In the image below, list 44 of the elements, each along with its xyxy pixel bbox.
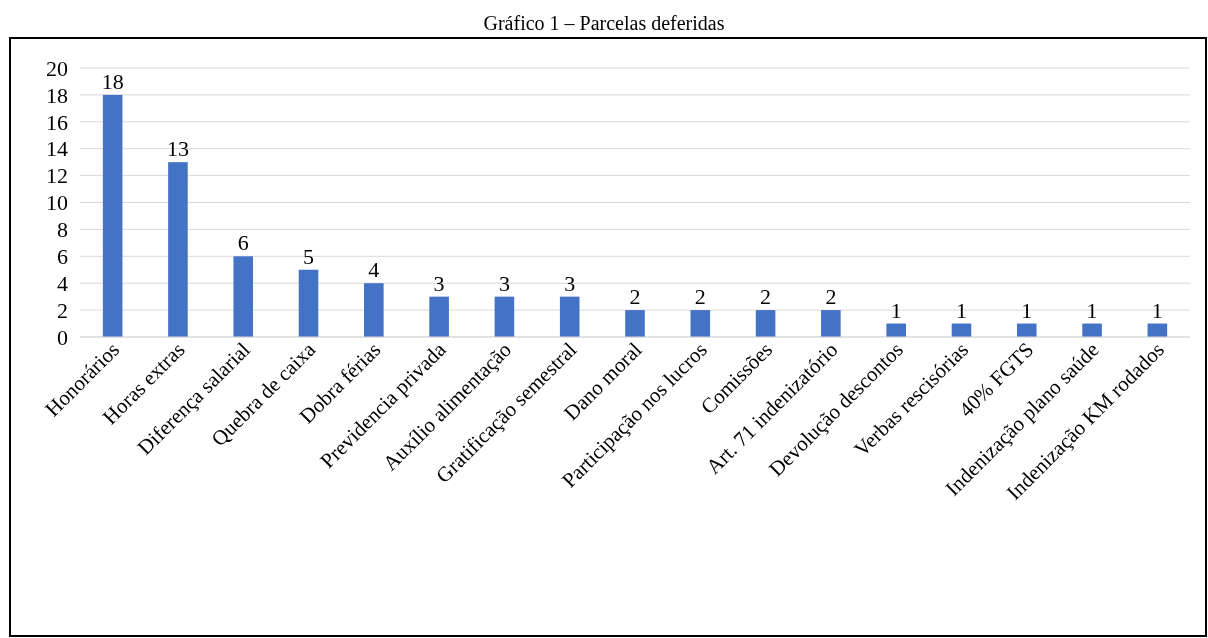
bar [559, 296, 580, 337]
bar [1082, 323, 1102, 337]
data-label: 2 [760, 284, 772, 310]
data-label: 1 [1021, 297, 1033, 323]
bar [364, 283, 384, 337]
data-label: 5 [303, 243, 315, 269]
data-label: 6 [237, 230, 249, 256]
y-tick-label: 16 [46, 109, 68, 135]
y-tick-label: 2 [57, 297, 68, 323]
y-tick-label: 4 [57, 270, 68, 296]
y-tick-label: 20 [46, 55, 68, 81]
bar [429, 296, 449, 337]
data-label: 3 [498, 270, 510, 296]
data-label: 3 [433, 270, 445, 296]
bar [494, 296, 515, 337]
data-label: 1 [890, 297, 902, 323]
data-label: 2 [694, 284, 706, 310]
y-tick-label: 14 [46, 136, 68, 162]
data-label: 1 [1151, 297, 1163, 323]
bar [1016, 323, 1037, 337]
y-tick-label: 6 [57, 244, 68, 269]
chart-title: Gráfico 1 – Parcelas deferidas [483, 12, 725, 34]
data-label: 2 [825, 284, 837, 310]
bar [690, 310, 711, 337]
bar [168, 162, 188, 337]
data-label: 2 [629, 284, 641, 310]
data-label: 1 [1086, 297, 1098, 323]
data-label: 18 [101, 68, 124, 94]
data-label: 4 [368, 257, 380, 283]
bar [298, 269, 319, 337]
bar [755, 310, 776, 337]
bar [625, 310, 645, 337]
bar [821, 310, 841, 337]
y-tick-label: 8 [57, 217, 68, 243]
y-tick-label: 10 [46, 190, 68, 216]
data-label: 3 [564, 270, 576, 296]
bar [102, 94, 123, 337]
bar [886, 323, 906, 337]
y-tick-label: 0 [57, 324, 68, 350]
data-label: 1 [955, 297, 967, 323]
y-tick-label: 18 [46, 82, 68, 108]
data-label: 13 [166, 136, 189, 162]
y-tick-label: 12 [46, 163, 68, 189]
bar [233, 256, 254, 337]
